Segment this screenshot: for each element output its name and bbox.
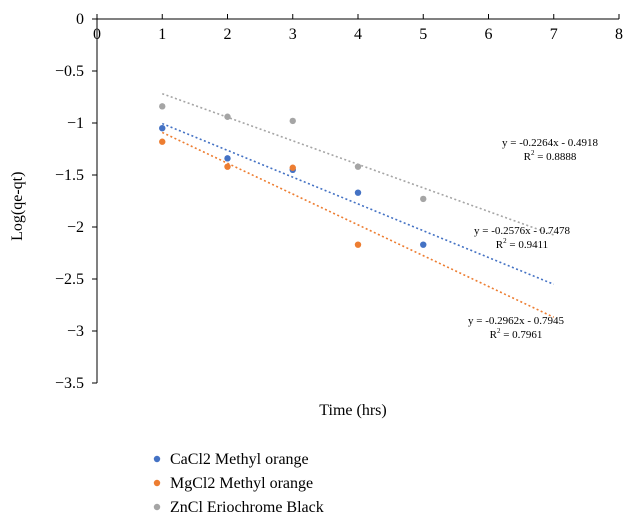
x-tick-label: 5	[419, 26, 427, 43]
trendlines	[161, 92, 555, 318]
trendline-equation: y = -0.2264x - 0.4918	[502, 137, 599, 149]
x-tick-label: 6	[485, 26, 493, 43]
trendline-r-squared: R2 = 0.9411	[496, 237, 548, 251]
x-tick-label: 3	[289, 26, 297, 43]
x-tick-label: 8	[615, 26, 623, 43]
data-point	[289, 117, 296, 125]
trendline-equation: y = -0.2576x - 0.7478	[474, 225, 571, 237]
legend-label: CaCl2 Methyl orange	[170, 451, 309, 468]
y-tick-label: −2	[67, 219, 84, 236]
y-tick-label: −3.5	[55, 375, 84, 392]
legend-marker	[153, 479, 161, 487]
trendline-r-squared: R2 = 0.7961	[490, 327, 543, 341]
y-tick-label: −1.5	[55, 167, 84, 184]
data-point	[289, 164, 296, 171]
x-axis-title: Time (hrs)	[319, 402, 386, 419]
y-tick-label: 0	[76, 11, 84, 28]
x-tick-label: 1	[158, 26, 166, 43]
data-point	[224, 155, 231, 162]
data-point	[159, 103, 166, 110]
x-tick-label: 4	[354, 26, 362, 43]
y-tick-label: −3	[67, 323, 84, 340]
x-tick-label: 2	[224, 26, 232, 43]
data-point	[224, 113, 231, 120]
data-points	[159, 103, 427, 248]
legend-label: MgCl2 Methyl orange	[170, 475, 313, 492]
y-tick-label: −2.5	[55, 271, 84, 288]
data-point	[159, 138, 166, 145]
legend-marker	[153, 503, 161, 511]
legend: CaCl2 Methyl orange MgCl2 Methyl orange Zn…	[153, 451, 324, 516]
legend-marker	[153, 455, 161, 463]
data-point	[354, 163, 362, 170]
y-tick-label: −1	[67, 115, 84, 132]
data-point	[354, 241, 362, 248]
data-point	[354, 189, 362, 196]
data-point	[224, 163, 231, 170]
data-point	[420, 195, 427, 203]
x-tick-label: 7	[550, 26, 558, 43]
trendline	[161, 131, 555, 318]
trendline	[161, 122, 555, 286]
axes: 0 1 2 3 4 5 6 7 8 0 −0.5 −1 −1.5 −2 −2.5 −3 −3.5	[55, 11, 623, 392]
y-tick-label: −0.5	[55, 63, 84, 80]
trendline-equation: y = -0.2962x - 0.7945	[468, 315, 565, 327]
data-point	[420, 241, 427, 248]
trendline-r-squared: R2 = 0.8888	[524, 149, 577, 163]
data-point	[159, 125, 166, 132]
legend-label: ZnCl Eriochrome Black	[170, 499, 324, 516]
x-tick-label: 0	[93, 26, 101, 43]
y-axis-title: Log(qe-qt)	[9, 172, 26, 241]
